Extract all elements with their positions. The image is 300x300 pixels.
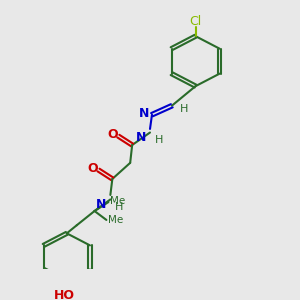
Text: O: O bbox=[87, 162, 98, 175]
Text: N: N bbox=[139, 107, 149, 120]
Text: O: O bbox=[107, 128, 118, 141]
Text: Me: Me bbox=[110, 196, 126, 206]
Text: H: H bbox=[155, 135, 163, 145]
Text: N: N bbox=[96, 198, 106, 211]
Text: HO: HO bbox=[54, 289, 75, 300]
Text: Me: Me bbox=[108, 215, 124, 225]
Text: H: H bbox=[115, 202, 124, 212]
Text: H: H bbox=[180, 104, 188, 114]
Text: Cl: Cl bbox=[189, 14, 202, 28]
Text: N: N bbox=[136, 131, 146, 144]
